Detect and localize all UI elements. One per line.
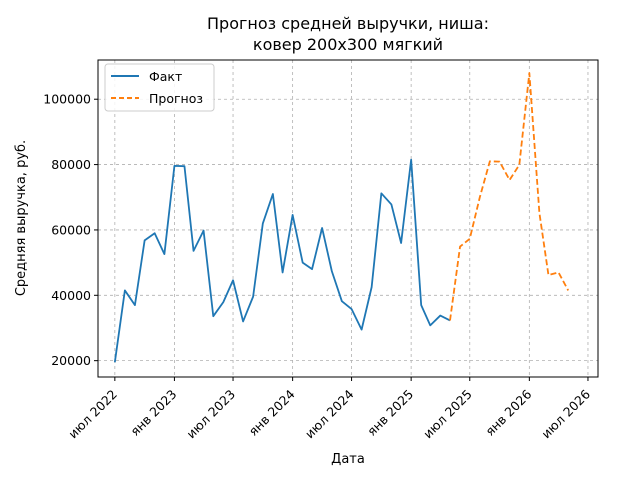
chart-title-line-2: ковер 200х300 мягкий [253,35,443,54]
y-tick-label: 60000 [51,222,91,237]
y-tick-label: 40000 [51,288,91,303]
y-tick-label: 80000 [51,157,91,172]
series-line-fact [113,158,451,363]
plot-area-frame [97,59,599,378]
y-axis-ticks: 20000 40000 60000 80000 100000 [43,92,98,368]
y-tick-label: 100000 [43,92,91,107]
y-axis-label: Средняя выручка, руб. [14,140,29,296]
series-lines [113,72,570,363]
legend: Факт Прогноз [104,63,215,112]
chart-title-line-1: Прогноз средней выручки, ниша: [207,14,489,33]
y-tick-label: 20000 [51,353,91,368]
legend-label-forecast: Прогноз [149,91,203,106]
legend-label-fact: Факт [149,69,182,84]
x-axis-label: Дата [331,452,365,467]
